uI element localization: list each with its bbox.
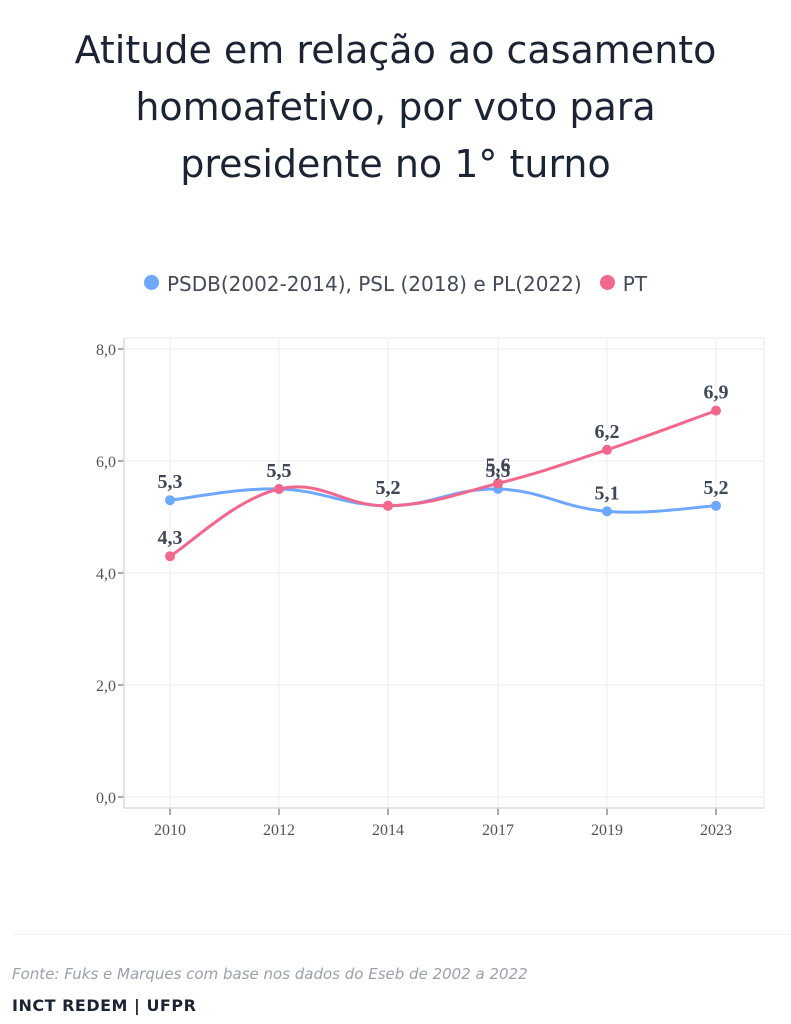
chart-title: Atitude em relação ao casamento homoafet…: [0, 22, 791, 193]
data-point: [711, 405, 721, 416]
x-tick-label: 2017: [482, 822, 514, 839]
x-tick-label: 2014: [372, 822, 404, 839]
data-label: 5,5: [267, 460, 292, 482]
data-point: [274, 484, 284, 494]
y-tick-label: 4,0: [96, 566, 116, 583]
data-point: [602, 506, 612, 517]
legend: PSDB(2002-2014), PSL (2018) e PL(2022) P…: [0, 272, 791, 296]
y-tick-label: 0,0: [96, 790, 116, 807]
x-tick-label: 2023: [700, 822, 732, 839]
data-point: [602, 444, 612, 455]
data-labels: 5,35,55,25,55,1 5,24,35,55,25,66,26,9: [158, 382, 729, 550]
data-label: 5,5: [486, 460, 511, 482]
series-line-pt: [168, 409, 718, 558]
y-tick-label: 6,0: [96, 454, 116, 471]
y-tick-label: 8,0: [96, 342, 116, 359]
axes: 0,0 2,0 4,0 6,0 8,0 2010 2012 2014 2017 2019 2023: [96, 338, 764, 839]
data-point: [711, 500, 721, 511]
footer-divider: [14, 934, 791, 935]
title-line-1: Atitude em relação ao casamento: [74, 28, 717, 72]
title-line-2: homoafetivo, por voto para: [135, 85, 656, 129]
credit: INCT REDEM | UFPR: [12, 996, 197, 1015]
data-point: [165, 551, 175, 562]
data-label: 6,9: [704, 382, 729, 404]
data-point: [165, 495, 175, 506]
grid: [123, 337, 765, 809]
legend-marker-pt-icon: [599, 274, 615, 290]
x-tick-label: 2012: [263, 822, 295, 839]
data-label: 5,3: [158, 471, 183, 493]
source-note: Fonte: Fuks e Marques com base nos dados…: [12, 965, 528, 983]
y-tick-label: 2,0: [96, 678, 116, 695]
data-label: 5,2: [376, 477, 401, 499]
data-label: 5,5: [267, 460, 292, 482]
data-point: [383, 500, 393, 511]
x-tick-label: 2019: [591, 822, 623, 839]
legend-item-pt[interactable]: PT: [599, 272, 647, 296]
legend-label-pt: PT: [622, 272, 647, 296]
data-label: 6,2: [595, 421, 620, 443]
x-tick-label: 2010: [154, 822, 186, 839]
data-label: 4,3: [158, 527, 183, 549]
data-point: [493, 478, 503, 489]
legend-marker-psdb-icon: [144, 274, 159, 290]
data-label: 5,2: [376, 477, 401, 499]
data-label: 5,2: [704, 477, 729, 499]
title-line-3: presidente no 1° turno: [180, 142, 611, 186]
series-lines: [168, 409, 718, 558]
series-points: [165, 405, 721, 562]
legend-item-psdb[interactable]: PSDB(2002-2014), PSL (2018) e PL(2022): [144, 272, 582, 296]
legend-label-psdb: PSDB(2002-2014), PSL (2018) e PL(2022): [167, 272, 582, 296]
data-label: 5,1: [595, 482, 620, 504]
data-label: 5,6: [486, 454, 511, 476]
